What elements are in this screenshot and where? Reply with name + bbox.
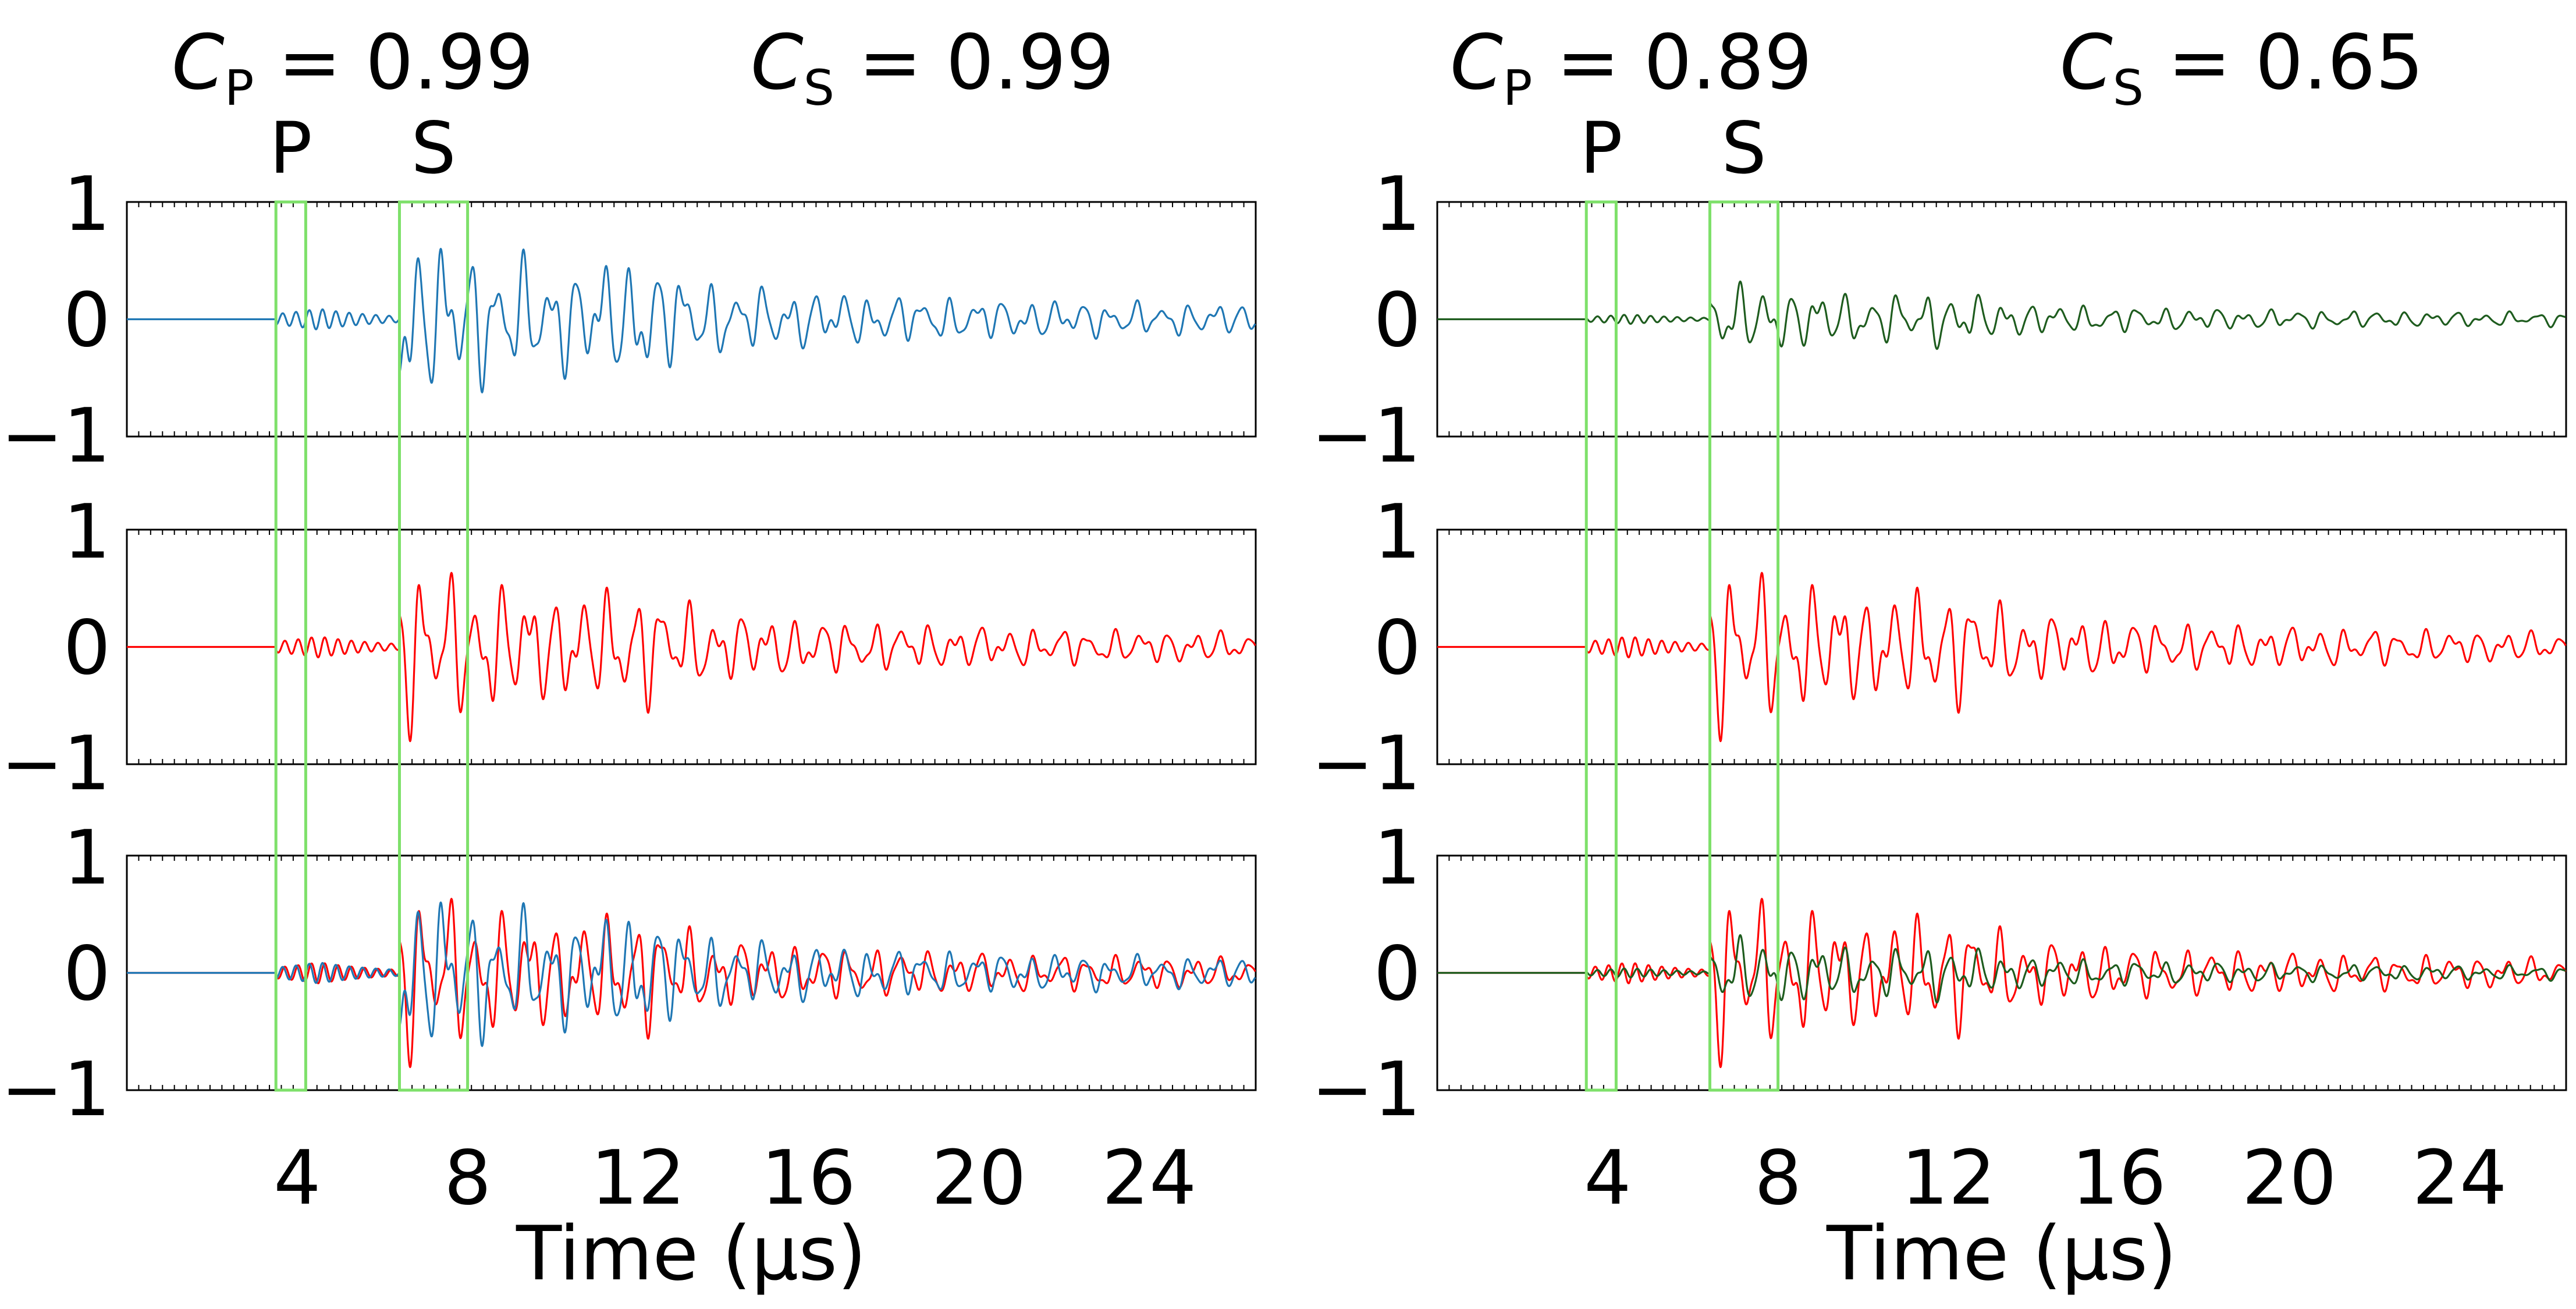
x-tick-8: 8 (444, 1135, 491, 1222)
x-tick-4: 4 (273, 1135, 321, 1222)
right-middle-ytick-0: 0 (1374, 605, 1421, 691)
right-subplot-bottom: 1 0 −1 (1311, 815, 2567, 1133)
window-S-label: S (411, 107, 456, 190)
left-middle-ytick-1: 1 (63, 489, 111, 576)
series-trace-2-line (1437, 898, 2567, 1069)
window-P-label: P (269, 107, 312, 190)
series-trace-3-line (1437, 281, 2567, 350)
left-title-cs: CS = 0.99 (751, 18, 1114, 116)
right-middle-traces (1437, 572, 2567, 743)
right-title-cs: CS = 0.65 (2060, 18, 2424, 116)
right-title-cs-value: = 0.65 (2144, 18, 2424, 107)
left-middle-ytick-neg1: −1 (1, 721, 111, 807)
right-top-ytick-1: 1 (1374, 161, 1421, 248)
x-tick-24: 24 (2412, 1135, 2507, 1222)
right-title-cp-value: = 0.89 (1532, 18, 1812, 107)
series-trace-1-line (126, 247, 1256, 393)
left-middle-frame (126, 528, 1257, 765)
left-bottom-traces (126, 898, 1256, 1069)
left-title-cp: CP = 0.99 (172, 18, 534, 116)
right-bottom-traces (1437, 898, 2567, 1069)
right-bottom-ytick-0: 0 (1374, 931, 1421, 1017)
left-bottom-ytick-0: 0 (63, 931, 111, 1017)
left-top-ytick-0: 0 (63, 277, 111, 364)
series-trace-2-line (126, 572, 1256, 743)
series-trace-3-line (1437, 934, 2567, 1004)
right-top-ytick-0: 0 (1374, 277, 1421, 364)
window-S-box (398, 200, 470, 1092)
left-top-traces (126, 247, 1256, 393)
x-tick-24: 24 (1102, 1135, 1197, 1222)
right-middle-ytick-1: 1 (1374, 489, 1421, 576)
window-S-label: S (1721, 107, 1766, 190)
right-middle-frame (1436, 528, 2567, 765)
left-subplot-middle: 1 0 −1 (1, 489, 1257, 807)
right-panel: CP = 0.89 CS = 0.65 1 0 −1 1 0 −1 1 0 −1 (1311, 18, 2567, 1297)
right-top-ytick-neg1: −1 (1311, 393, 1421, 480)
left-top-minor-ticks (138, 202, 1245, 437)
right-bottom-ytick-1: 1 (1374, 815, 1421, 902)
left-bottom-ytick-neg1: −1 (1, 1047, 111, 1133)
left-bottom-ytick-1: 1 (63, 815, 111, 902)
x-tick-16: 16 (761, 1135, 856, 1222)
left-title-cs-subscript: S (804, 59, 834, 116)
x-tick-20: 20 (2242, 1135, 2337, 1222)
right-title-cs-symbol: C (2060, 18, 2113, 107)
left-top-ytick-neg1: −1 (1, 393, 111, 480)
series-trace-2-line (126, 898, 1256, 1069)
left-title-cs-value: = 0.99 (834, 18, 1114, 107)
right-title-cp-symbol: C (1450, 18, 1503, 107)
series-trace-2-line (1437, 572, 2567, 743)
series-trace-1-line (126, 901, 1256, 1047)
right-subplot-middle: 1 0 −1 (1311, 489, 2567, 807)
x-tick-20: 20 (932, 1135, 1026, 1222)
left-x-axis-label: Time (µs) (516, 1211, 866, 1297)
left-subplot-bottom: 1 0 −1 (1, 815, 1257, 1133)
window-P-box (1584, 200, 1618, 1092)
right-title-cs-subscript: S (2113, 59, 2144, 116)
left-title-cp-value: = 0.99 (254, 18, 534, 107)
right-x-axis-label: Time (µs) (1826, 1211, 2177, 1297)
window-P-box (274, 200, 307, 1092)
left-middle-traces (126, 572, 1256, 743)
right-bottom-ytick-neg1: −1 (1311, 1047, 1421, 1133)
window-P-label: P (1580, 107, 1623, 190)
left-panel: CP = 0.99 CS = 0.99 1 0 −1 1 0 −1 1 0 −1 (1, 18, 1257, 1297)
left-subplot-top: 1 0 −1 (1, 161, 1257, 480)
right-subplot-top: 1 0 −1 (1311, 161, 2567, 480)
x-tick-12: 12 (591, 1135, 685, 1222)
left-bottom-minor-ticks (138, 856, 1245, 1090)
right-bottom-minor-ticks (1448, 856, 2555, 1090)
left-title-cp-subscript: P (225, 59, 254, 116)
right-top-traces (1437, 281, 2567, 350)
x-tick-12: 12 (1901, 1135, 1996, 1222)
x-tick-8: 8 (1754, 1135, 1802, 1222)
right-middle-ytick-neg1: −1 (1311, 721, 1421, 807)
right-x-tick-labels: 4 8 12 16 20 24 (1584, 1135, 2507, 1222)
right-title-cp-subscript: P (1503, 59, 1533, 116)
left-middle-ytick-0: 0 (63, 605, 111, 691)
right-middle-minor-ticks (1448, 530, 2555, 764)
left-title-cp-symbol: C (172, 18, 225, 107)
x-tick-16: 16 (2072, 1135, 2166, 1222)
right-title-cp: CP = 0.89 (1450, 18, 1812, 116)
window-S-box (1708, 200, 1780, 1092)
left-title-cs-symbol: C (751, 18, 804, 107)
x-tick-4: 4 (1584, 1135, 1631, 1222)
left-middle-minor-ticks (138, 530, 1245, 764)
left-top-ytick-1: 1 (63, 161, 111, 248)
left-x-tick-labels: 4 8 12 16 20 24 (273, 1135, 1196, 1222)
